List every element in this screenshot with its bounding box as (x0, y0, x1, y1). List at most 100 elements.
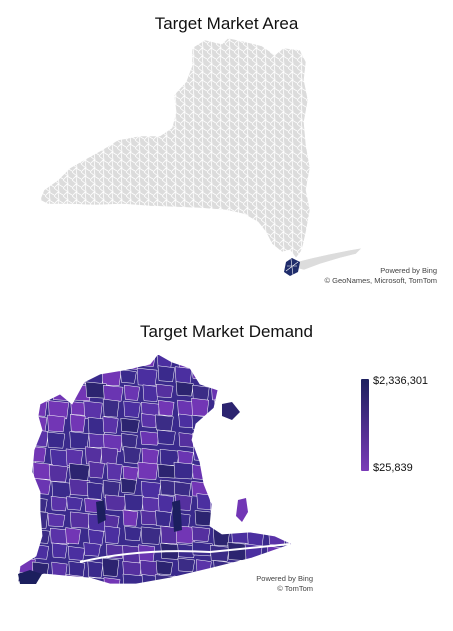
zip-cell[interactable] (227, 542, 248, 561)
zip-cell[interactable] (157, 429, 176, 445)
zip-cell[interactable] (12, 400, 33, 416)
zip-cell[interactable] (14, 352, 30, 368)
zip-cell[interactable] (51, 561, 68, 580)
zip-cell[interactable] (246, 398, 269, 418)
zip-cell[interactable] (47, 512, 66, 528)
zip-cell[interactable] (228, 445, 249, 461)
zip-cell[interactable] (284, 367, 302, 385)
zip-cell[interactable] (250, 429, 267, 445)
zip-cell[interactable] (283, 448, 300, 467)
zip-cell[interactable] (140, 413, 159, 428)
zip-cell[interactable] (263, 448, 284, 468)
zip-cell[interactable] (105, 494, 127, 512)
zip-cell[interactable] (88, 461, 105, 479)
zip-cell[interactable] (50, 449, 72, 468)
zip-cell[interactable] (46, 367, 66, 384)
zip-cell[interactable] (194, 575, 215, 591)
zip-cell[interactable] (122, 465, 139, 481)
zip-cell[interactable] (123, 446, 141, 464)
zip-cell[interactable] (65, 448, 84, 467)
zip-cell[interactable] (16, 528, 37, 548)
zip-cell[interactable] (29, 497, 48, 513)
zip-cell[interactable] (244, 509, 267, 525)
zip-cell[interactable] (137, 461, 159, 480)
zip-cell[interactable] (69, 463, 90, 481)
zip-cell[interactable] (194, 510, 217, 527)
zip-cell[interactable] (209, 545, 230, 562)
zip-cell[interactable] (173, 575, 191, 590)
zip-cell[interactable] (34, 478, 51, 495)
zip-cell[interactable] (263, 384, 282, 402)
zip-cell[interactable] (66, 496, 83, 511)
zip-cell[interactable] (103, 433, 123, 453)
zip-cell[interactable] (229, 368, 248, 388)
zip-cell[interactable] (69, 414, 86, 433)
high-demand-zip-center[interactable] (96, 500, 106, 524)
zip-cell[interactable] (102, 416, 119, 434)
zip-cell[interactable] (100, 446, 119, 465)
zip-cell[interactable] (285, 546, 305, 563)
zip-cell[interactable] (281, 558, 300, 574)
zip-cell[interactable] (106, 462, 123, 481)
zip-cell[interactable] (282, 417, 301, 433)
zip-cell[interactable] (281, 383, 298, 400)
zip-cell[interactable] (173, 461, 195, 480)
zip-cell[interactable] (213, 528, 230, 547)
zip-cell[interactable] (124, 384, 140, 401)
highest-demand-zip[interactable] (18, 570, 42, 584)
zip-cell[interactable] (155, 510, 172, 527)
zip-cell[interactable] (281, 466, 297, 485)
zip-cell[interactable] (267, 350, 285, 368)
zip-cell[interactable] (48, 353, 68, 368)
zip-cell[interactable] (103, 577, 121, 592)
zip-cell[interactable] (246, 417, 264, 435)
zip-cell[interactable] (48, 464, 68, 483)
zip-cell[interactable] (228, 461, 245, 477)
zip-cell[interactable] (263, 477, 284, 492)
zip-cell[interactable] (211, 480, 229, 497)
zip-cell[interactable] (15, 416, 33, 432)
zip-cell[interactable] (155, 383, 174, 399)
zip-cell[interactable] (12, 431, 32, 446)
zip-cell[interactable] (120, 369, 137, 384)
zip-cell[interactable] (245, 445, 265, 462)
zip-cell[interactable] (231, 575, 249, 590)
zip-cell[interactable] (174, 366, 193, 385)
zip-cell[interactable] (122, 509, 139, 527)
zip-cell[interactable] (101, 368, 122, 387)
zip-cell[interactable] (30, 510, 49, 529)
zip-cell[interactable] (16, 513, 34, 532)
zip-cell[interactable] (14, 541, 31, 560)
zip-cell[interactable] (284, 510, 305, 529)
zip-cell[interactable] (232, 351, 251, 368)
zip-cell[interactable] (46, 431, 66, 449)
zip-cell[interactable] (47, 414, 66, 433)
zip-cell[interactable] (30, 429, 49, 447)
zip-cell[interactable] (177, 557, 195, 573)
zip-cell[interactable] (140, 481, 161, 499)
zip-cell[interactable] (120, 477, 137, 494)
zip-cell[interactable] (262, 557, 285, 575)
zip-cell[interactable] (191, 526, 211, 542)
zip-cell[interactable] (282, 481, 303, 497)
zip-cell[interactable] (86, 481, 104, 500)
zip-cell[interactable] (83, 350, 105, 369)
zip-cell[interactable] (83, 542, 101, 557)
island-small-zip[interactable] (236, 498, 248, 522)
zip-cell[interactable] (263, 509, 280, 528)
zip-cell[interactable] (175, 381, 194, 397)
zip-cell[interactable] (32, 544, 49, 560)
zip-cell[interactable] (283, 429, 302, 447)
zip-cell[interactable] (69, 431, 90, 450)
zip-cell[interactable] (65, 527, 81, 545)
zip-cell[interactable] (158, 400, 175, 417)
zip-cell[interactable] (191, 365, 212, 380)
zip-cell[interactable] (102, 398, 120, 418)
zip-cell[interactable] (48, 400, 69, 420)
zip-cell[interactable] (155, 560, 173, 576)
zip-cell[interactable] (250, 477, 271, 497)
zip-cell[interactable] (52, 383, 71, 401)
zip-cell[interactable] (103, 384, 124, 402)
zip-cell[interactable] (192, 445, 211, 462)
zip-cell[interactable] (124, 493, 145, 512)
